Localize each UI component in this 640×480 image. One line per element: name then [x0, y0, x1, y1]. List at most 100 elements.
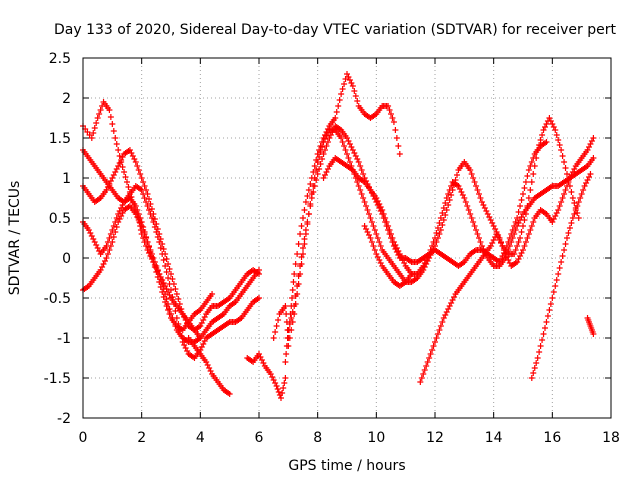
data-point: [285, 343, 292, 349]
data-point: [91, 239, 98, 245]
data-point: [134, 207, 141, 213]
data-point: [367, 235, 374, 241]
data-point: [134, 163, 141, 169]
data-point: [282, 359, 289, 365]
series-track-14: [528, 171, 594, 381]
data-point: [119, 154, 126, 160]
data-point: [465, 207, 472, 213]
data-point: [153, 269, 160, 275]
data-point: [349, 147, 356, 153]
data-point: [112, 135, 119, 141]
data-point: [386, 107, 393, 113]
data-point: [115, 163, 122, 169]
data-point: [169, 294, 176, 300]
data-point: [157, 245, 164, 251]
data-point: [515, 209, 522, 215]
data-point: [116, 216, 123, 222]
data-point: [148, 206, 155, 212]
data-point: [462, 199, 469, 205]
data-point: [562, 165, 569, 171]
data-point: [93, 120, 100, 126]
data-point: [451, 294, 458, 300]
y-tick-label: 0.5: [49, 211, 71, 227]
x-axis-label: GPS time / hours: [288, 458, 405, 474]
data-point: [421, 367, 428, 373]
data-point: [172, 286, 179, 292]
data-point: [531, 163, 538, 169]
data-point: [515, 256, 522, 262]
data-point: [484, 211, 491, 217]
data-point: [289, 319, 296, 325]
data-point: [115, 219, 122, 225]
data-point: [420, 371, 427, 377]
data-point: [178, 306, 185, 312]
data-point: [341, 143, 348, 149]
series-track-7: [244, 351, 289, 401]
data-point: [528, 179, 535, 185]
data-point: [434, 235, 441, 241]
data-point: [439, 319, 446, 325]
data-point: [445, 202, 452, 208]
data-point: [377, 260, 384, 266]
data-point: [332, 115, 339, 121]
series-track-13: [417, 115, 582, 385]
data-point: [555, 137, 562, 143]
data-point: [367, 215, 374, 221]
data-point: [528, 159, 535, 165]
data-point: [518, 250, 525, 256]
data-point: [586, 174, 592, 180]
data-point: [154, 274, 161, 280]
x-tick-label: 0: [79, 430, 88, 446]
data-point: [439, 222, 446, 228]
data-point: [498, 240, 504, 246]
data-point: [566, 225, 573, 231]
data-point: [298, 254, 305, 260]
data-point: [207, 368, 214, 374]
data-point: [300, 215, 306, 221]
data-point: [550, 124, 557, 130]
data-point: [314, 159, 321, 165]
data-point: [110, 128, 117, 134]
data-point: [291, 271, 298, 277]
data-point: [168, 271, 174, 277]
data-point: [333, 109, 340, 115]
data-point: [577, 195, 584, 201]
data-point: [544, 313, 551, 319]
data-point: [418, 375, 425, 381]
data-point: [370, 243, 377, 249]
data-point: [129, 153, 136, 159]
data-point: [294, 291, 301, 297]
data-point: [358, 167, 365, 173]
data-point: [119, 164, 126, 170]
data-point: [154, 234, 161, 240]
data-point: [481, 205, 488, 211]
data-point: [125, 184, 132, 190]
data-point: [489, 240, 496, 246]
data-point: [553, 132, 560, 138]
data-point: [511, 251, 518, 257]
data-point: [132, 159, 139, 165]
data-point: [445, 191, 452, 197]
data-point: [382, 219, 389, 225]
data-point: [490, 237, 497, 243]
data-point: [159, 289, 166, 295]
data-point: [530, 370, 537, 376]
data-point: [385, 227, 392, 233]
data-point: [138, 175, 145, 181]
data-point: [135, 211, 142, 217]
data-point: [552, 127, 559, 133]
data-point: [371, 247, 378, 253]
data-point: [198, 320, 205, 326]
data-point: [434, 331, 441, 337]
data-point: [173, 291, 180, 297]
data-point: [304, 193, 311, 199]
data-point: [300, 245, 306, 251]
data-point: [107, 243, 114, 249]
data-point: [146, 244, 152, 250]
data-point: [553, 210, 560, 216]
data-point: [459, 192, 466, 198]
data-point: [514, 243, 521, 249]
data-point: [442, 212, 449, 218]
data-point: [297, 271, 304, 277]
